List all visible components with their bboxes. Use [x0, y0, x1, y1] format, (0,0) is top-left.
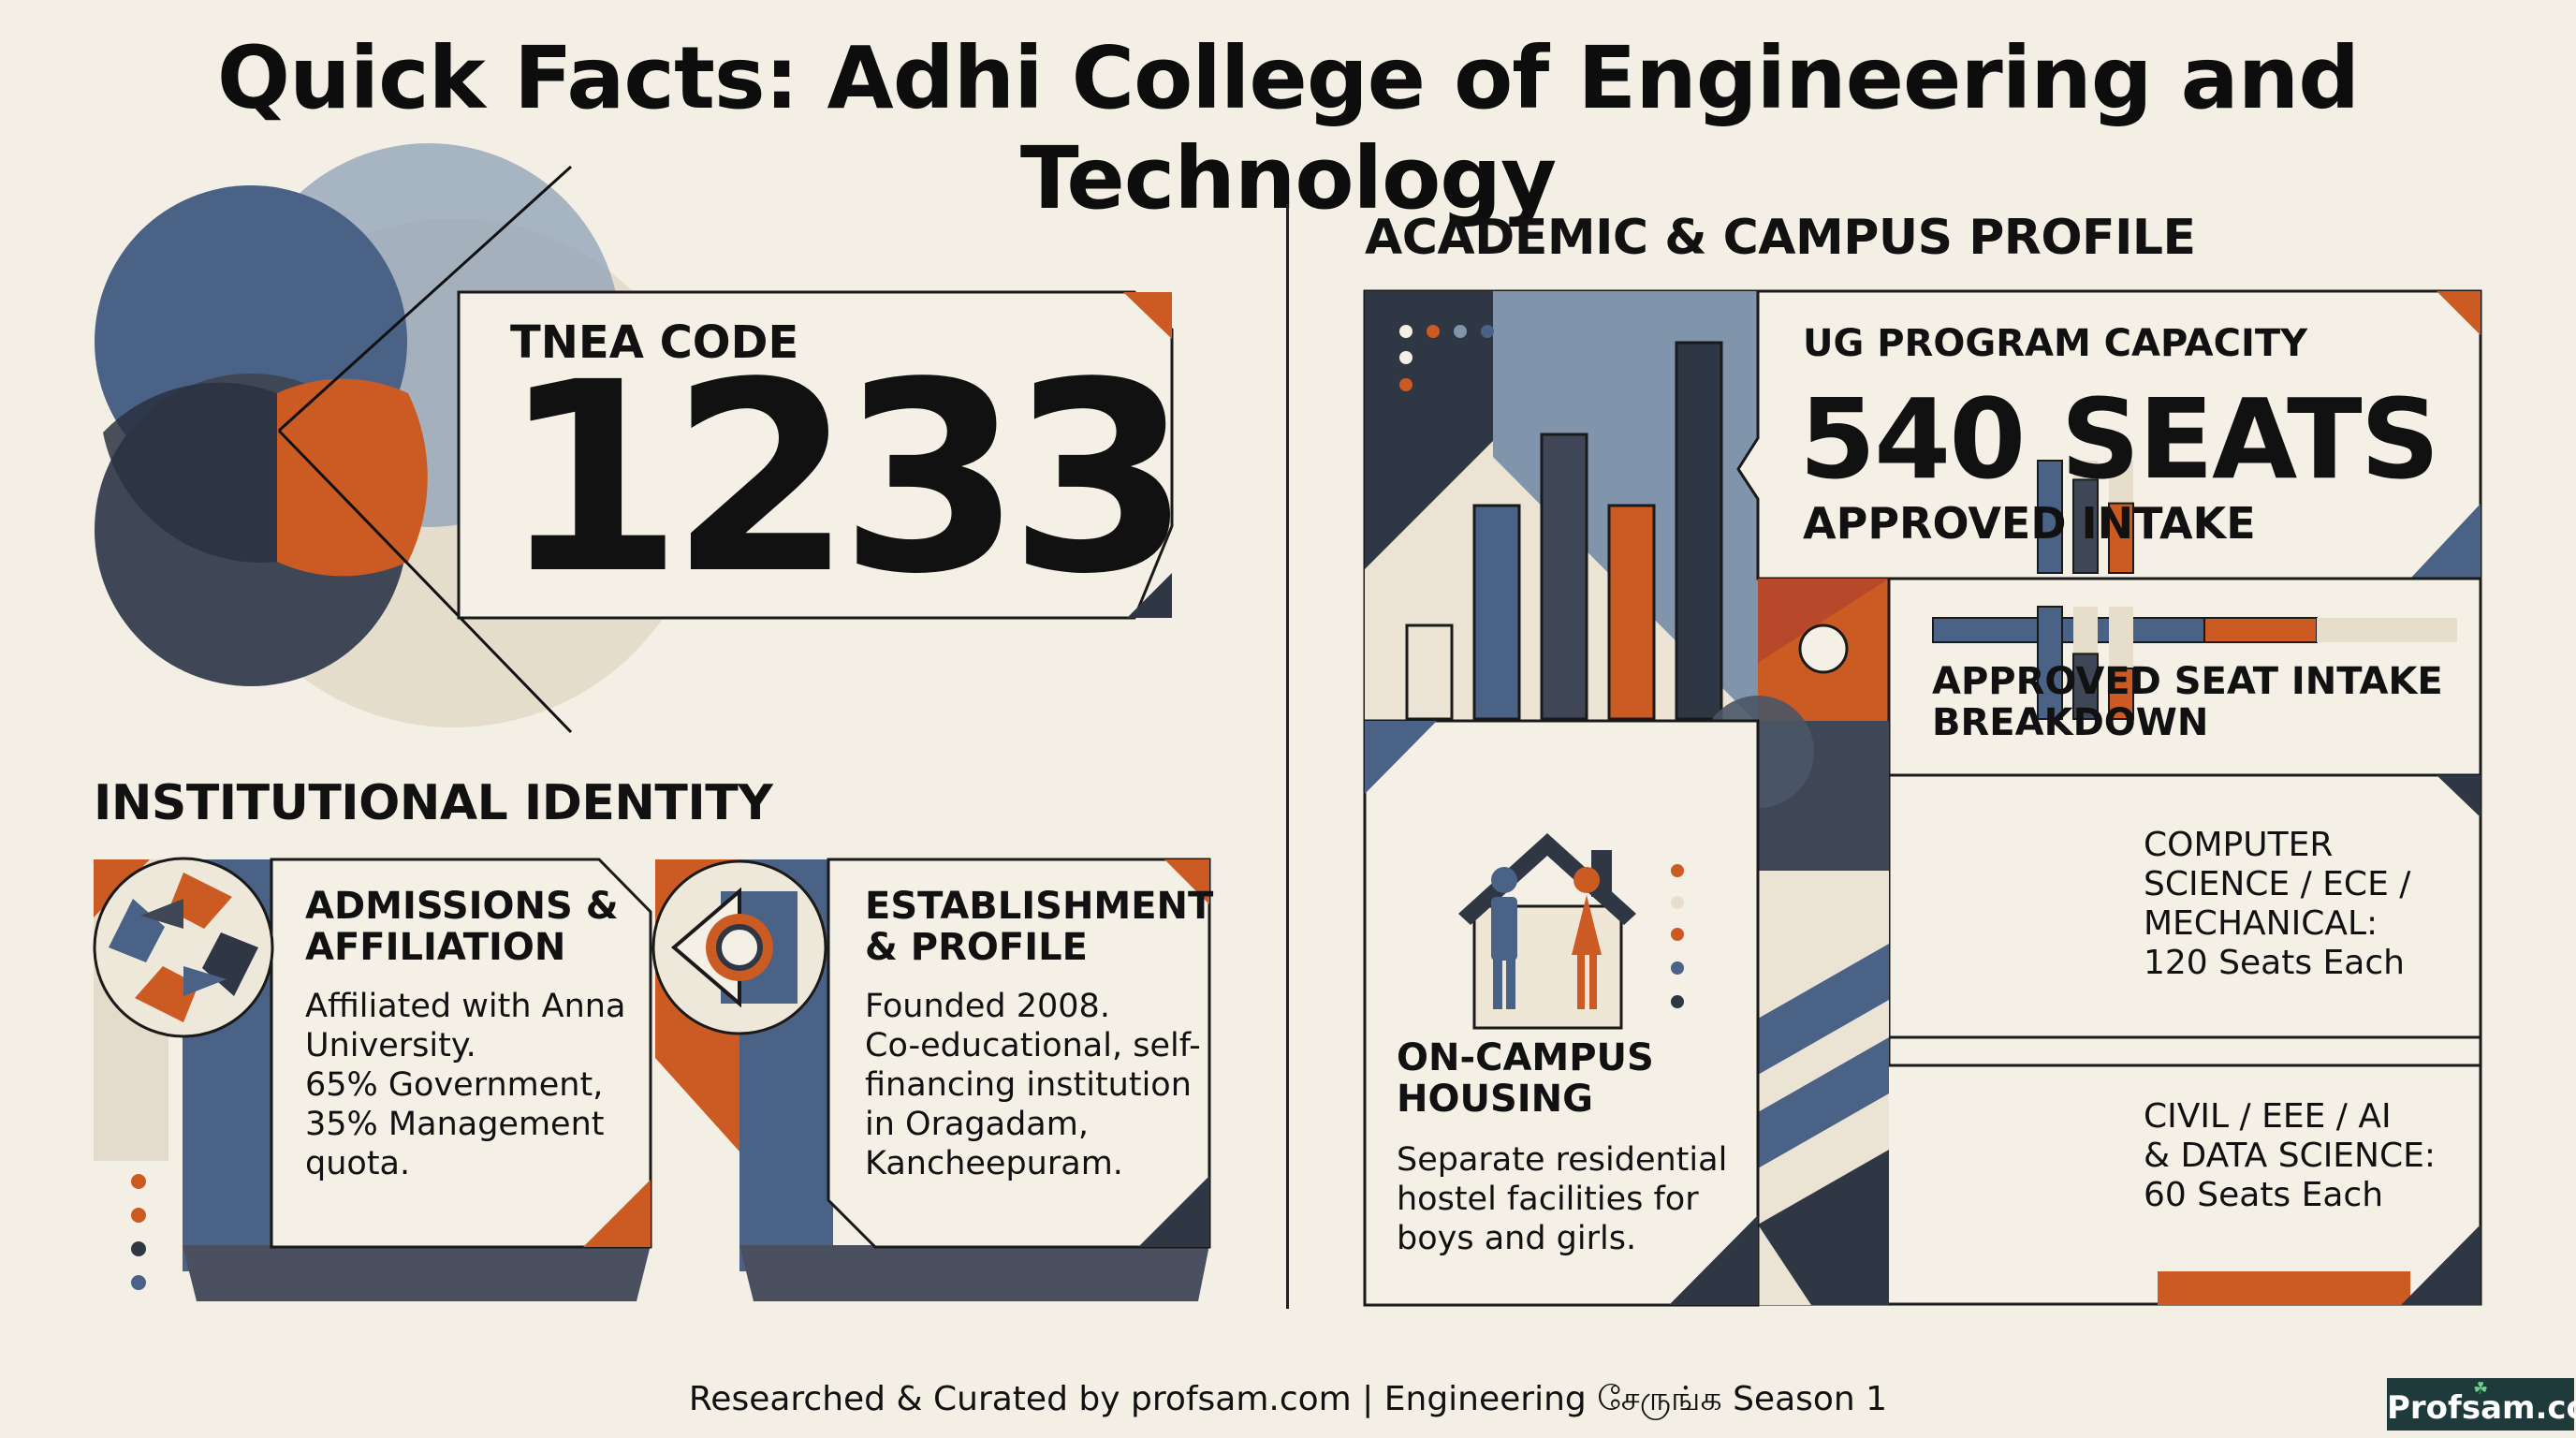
- ug-label: UG PROGRAM CAPACITY: [1803, 322, 2308, 365]
- dark-overlap: [103, 382, 277, 563]
- interlocked-arrows-icon: [93, 857, 274, 1038]
- tnea-decoration: [95, 143, 1174, 734]
- footer-credit: Researched & Curated by profsam.com | En…: [688, 1380, 1888, 1418]
- column-divider: [1286, 204, 1289, 1309]
- ug-value: 540 SEATS: [1799, 374, 2440, 504]
- geometric-target-icon: [651, 859, 827, 1035]
- identity-cards-art: [93, 857, 1211, 1301]
- breakdown-bar: [2037, 460, 2063, 574]
- orange-overlap: [277, 378, 428, 577]
- admissions-title: ADMISSIONS & AFFILIATION: [305, 885, 619, 969]
- brand-text: Profsam.com: [2387, 1389, 2576, 1427]
- house-with-people-icon: [1458, 833, 1636, 1030]
- breakdown-bar: [2072, 653, 2099, 720]
- breakdown-bar: [2108, 502, 2134, 575]
- tnea-label: TNEA CODE: [510, 316, 799, 369]
- establishment-body: Founded 2008. Co-educational, self- fina…: [865, 988, 1201, 1182]
- tnea-code: 1233: [501, 327, 1191, 632]
- breakdown-bar: [2072, 478, 2099, 574]
- admissions-card: [270, 858, 652, 1249]
- breakdown-bar: [2108, 668, 2134, 720]
- establishment-title: ESTABLISHMENT & PROFILE: [865, 885, 1214, 969]
- academic-heading: ACADEMIC & CAMPUS PROFILE: [1365, 210, 2196, 266]
- ug-card: [1736, 289, 2482, 580]
- brand-badge[interactable]: ☘ Profsam.com: [2387, 1378, 2576, 1431]
- ug-sub: APPROVED INTAKE: [1803, 498, 2256, 549]
- breakdown-bars-group-1: [2037, 460, 2134, 575]
- identity-heading: INSTITUTIONAL IDENTITY: [94, 775, 773, 831]
- breakdown-bars-group-2: [2037, 606, 2134, 720]
- breakdown-bar: [2037, 606, 2063, 720]
- breakdown-label-1: COMPUTER SCIENCE / ECE / MECHANICAL: 120…: [2144, 826, 2411, 982]
- academic-panel-art: [1363, 289, 2482, 1307]
- housing-body: Separate residential hostel facilities f…: [1397, 1141, 1728, 1257]
- admissions-body: Affiliated with Anna University. 65% Gov…: [305, 988, 626, 1182]
- leaf-icon: ☘: [2473, 1379, 2489, 1399]
- housing-title: ON-CAMPUS HOUSING: [1397, 1036, 1654, 1121]
- breakdown-label-2: CIVIL / EEE / AI & DATA SCIENCE: 60 Seat…: [2144, 1097, 2436, 1214]
- breakdown-title: APPROVED SEAT INTAKE BREAKDOWN: [1932, 660, 2443, 744]
- establishment-card: [827, 858, 1211, 1249]
- page-title: Quick Facts: Adhi College of Engineering…: [216, 28, 2360, 228]
